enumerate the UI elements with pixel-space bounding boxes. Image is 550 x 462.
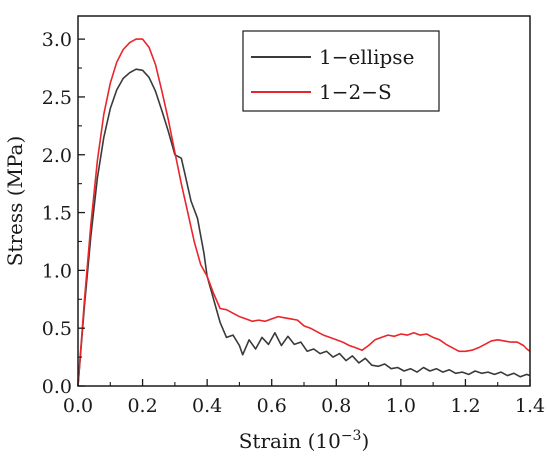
x-tick-label: 0.4 [192,395,222,417]
legend-box [242,30,440,112]
x-axis-title: Strain (10−3) [239,428,370,453]
y-tick-label: 1.5 [42,203,72,225]
legend-label-1-ellipse: 1−ellipse [319,45,414,69]
x-tick-label: 0.8 [321,395,351,417]
x-tick-label: 0.6 [257,395,287,417]
y-axis-title: Stress (MPa) [3,136,27,267]
y-tick-label: 2.5 [42,87,72,109]
x-tick-label: 0.0 [63,395,93,417]
x-tick-label: 0.2 [127,395,157,417]
y-tick-label: 0.0 [42,376,72,398]
plot-lines [77,38,531,387]
x-tick-label: 1.2 [450,395,480,417]
series-line-1 [77,38,531,387]
y-tick-label: 0.5 [42,318,72,340]
x-tick-label: 1.4 [515,395,545,417]
axis-tick-labels: 0.0 0.2 0.4 0.6 0.8 1.0 1.2 1.4 0.0 0.5 1.0 1.5 2.0 2… [42,29,545,417]
y-tick-label: 2.0 [42,145,72,167]
legend-label-1-2-s: 1−2−S [319,80,392,104]
series-line-0 [77,68,531,387]
x-tick-label: 1.0 [386,395,416,417]
y-tick-label: 1.0 [42,260,72,282]
legend: 1−ellipse 1−2−S [242,30,440,112]
y-tick-label: 3.0 [42,29,72,51]
axis-ticks [77,38,531,387]
